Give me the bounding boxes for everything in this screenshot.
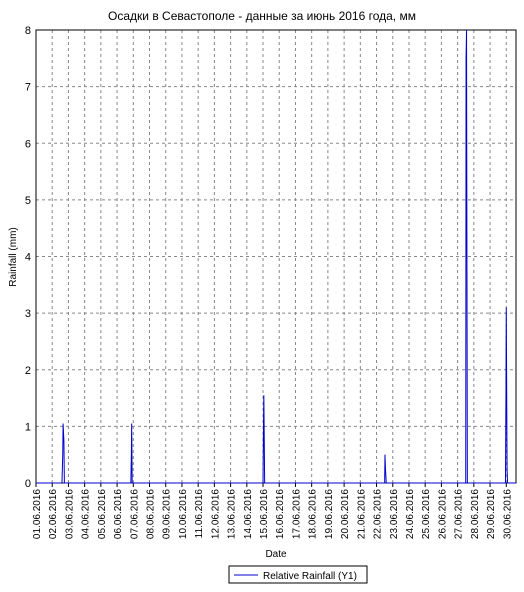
- x-axis-label: Date: [265, 549, 287, 560]
- x-tick-label: 04.06.2016: [81, 489, 92, 539]
- x-tick-label: 23.06.2016: [389, 489, 400, 539]
- line: [36, 29, 516, 484]
- y-tick-label: 4: [25, 252, 31, 264]
- x-tick-label: 27.06.2016: [454, 489, 465, 539]
- x-tick-label: 15.06.2016: [259, 489, 270, 539]
- y-tick-label: 1: [25, 421, 31, 433]
- x-tick-label: 05.06.2016: [97, 489, 108, 539]
- y-tick-label: 5: [25, 195, 31, 207]
- y-tick-label: 7: [25, 82, 31, 94]
- x-tick-label: 10.06.2016: [178, 489, 189, 539]
- y-tick-label: 0: [25, 478, 31, 490]
- legend-label: Relative Rainfall (Y1): [263, 571, 357, 582]
- y-axis-label: Rainfall (mm): [8, 227, 19, 286]
- y-tick-label: 6: [25, 138, 31, 150]
- x-tick-label: 24.06.2016: [405, 489, 416, 539]
- x-tick-label: 19.06.2016: [324, 489, 335, 539]
- x-tick-label: 17.06.2016: [291, 489, 302, 539]
- x-tick-label: 26.06.2016: [437, 489, 448, 539]
- y-tick-label: 8: [25, 25, 31, 37]
- x-tick-label: 25.06.2016: [421, 489, 432, 539]
- chart-title: Осадки в Севастополе - данные за июнь 20…: [108, 9, 416, 23]
- x-tick-label: 07.06.2016: [129, 489, 140, 539]
- x-tick-label: 08.06.2016: [146, 489, 157, 539]
- x-tick-label: 14.06.2016: [243, 489, 254, 539]
- legend: [228, 565, 368, 584]
- x-tick-label: 30.06.2016: [502, 489, 513, 539]
- x-tick-label: 22.06.2016: [373, 489, 384, 539]
- x-tick-label: 01.06.2016: [32, 489, 43, 539]
- x-tick-label: 06.06.2016: [113, 489, 124, 539]
- x-tick-label: 21.06.2016: [356, 489, 367, 539]
- x-tick-label: 20.06.2016: [340, 489, 351, 539]
- x-tick-label: 02.06.2016: [48, 489, 59, 539]
- x-tick-label: 03.06.2016: [64, 489, 75, 539]
- x-tick-label: 12.06.2016: [210, 489, 221, 539]
- x-tick-label: 09.06.2016: [162, 489, 173, 539]
- x-tick-label: 16.06.2016: [275, 489, 286, 539]
- x-tick-label: 29.06.2016: [486, 489, 497, 539]
- x-tick-label: 18.06.2016: [308, 489, 319, 539]
- x-tick-label: 13.06.2016: [227, 489, 238, 539]
- x-tick-label: 11.06.2016: [194, 489, 205, 539]
- y-tick-label: 2: [25, 365, 31, 377]
- y-tick-label: 3: [25, 308, 31, 320]
- x-tick-label: 28.06.2016: [470, 489, 481, 539]
